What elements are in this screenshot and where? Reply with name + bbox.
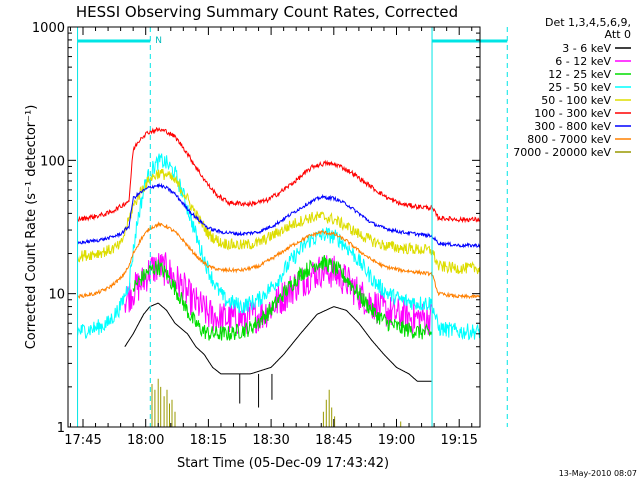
x-tick-label: 18:45: [315, 433, 352, 448]
series-line-1: [124, 302, 432, 382]
legend-label-5: 50 - 100 keV: [541, 94, 611, 107]
legend-label-8: 800 - 7000 keV: [527, 133, 611, 146]
x-tick-label: 19:15: [440, 433, 477, 448]
series-line-3: [132, 254, 433, 341]
series-line-9: [151, 378, 402, 427]
legend-label-9: 7000 - 20000 keV: [513, 146, 611, 159]
legend-header-1: Det 1,3,4,5,6,9,: [545, 16, 631, 29]
series-line-5: [77, 168, 480, 275]
x-axis-label: Start Time (05-Dec-09 17:43:42): [177, 456, 389, 471]
series-line-7: [77, 182, 480, 249]
legend-label-1: 3 - 6 keV: [562, 42, 611, 55]
plot-frame: [67, 26, 481, 428]
y-tick-label: 10: [48, 288, 65, 303]
plot-area: N: [77, 27, 508, 427]
chart-title: HESSI Observing Summary Count Rates, Cor…: [76, 3, 458, 21]
series-line-2: [124, 252, 432, 336]
legend-header-2: Att 0: [605, 28, 631, 41]
y-tick-label: 1000: [32, 21, 65, 36]
x-tick-label: 18:00: [127, 433, 164, 448]
legend-label-7: 300 - 800 keV: [534, 120, 611, 133]
legend-label-2: 6 - 12 keV: [555, 55, 611, 68]
axes: 1 10 100 1000 17:45 18:00 18:15 18:30 18:45 19:00…: [32, 21, 480, 448]
x-tick-label: 17:45: [64, 433, 101, 448]
night-label: N: [155, 36, 162, 46]
y-axis-label: Corrected Count Rate (s⁻¹ detector⁻¹): [24, 105, 39, 350]
legend-label-4: 25 - 50 keV: [548, 81, 611, 94]
x-tick-label: 19:00: [378, 433, 415, 448]
series-line-6: [77, 126, 480, 224]
x-tick-label: 18:15: [190, 433, 227, 448]
series-line-4: [77, 153, 480, 341]
series-line-8: [77, 221, 480, 300]
x-tick-label: 18:30: [252, 433, 289, 448]
footer-date: 13-May-2010 08:07: [559, 469, 637, 478]
y-tick-label: 1: [57, 421, 65, 436]
y-tick-label: 100: [40, 154, 65, 169]
legend-label-3: 12 - 25 keV: [548, 68, 611, 81]
legend-label-6: 100 - 300 keV: [534, 107, 611, 120]
